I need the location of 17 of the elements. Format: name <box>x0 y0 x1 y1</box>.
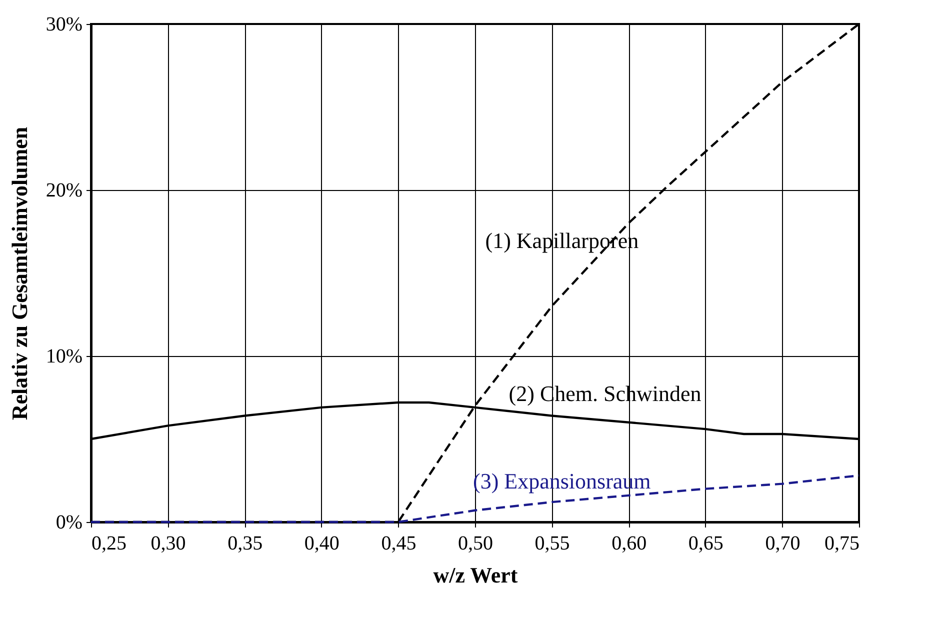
x-tick-label: 0,55 <box>534 532 570 554</box>
x-tick-label: 0,60 <box>612 532 647 554</box>
x-tick-label: 0,70 <box>765 532 800 554</box>
x-tick-label: 0,25 <box>92 532 126 554</box>
y-tick-label: 0% <box>56 512 82 534</box>
y-tick-label: 30% <box>46 14 82 36</box>
x-tick-label: 0,45 <box>381 532 416 554</box>
y-axis-title: Relativ zu Gesamtleimvolumen <box>6 126 32 420</box>
x-tick-label: 0,35 <box>228 532 263 554</box>
x-tick-label: 0,75 <box>824 532 860 554</box>
x-tick-label: 0,65 <box>688 532 724 554</box>
x-tick-label: 0,50 <box>458 532 493 554</box>
x-tick-label: 0,40 <box>304 532 340 554</box>
y-tick-label: 20% <box>46 180 82 202</box>
x-axis-title: w/z Wert <box>433 562 518 588</box>
y-tick-label: 10% <box>46 346 82 368</box>
x-tick-label: 0,30 <box>150 532 186 554</box>
